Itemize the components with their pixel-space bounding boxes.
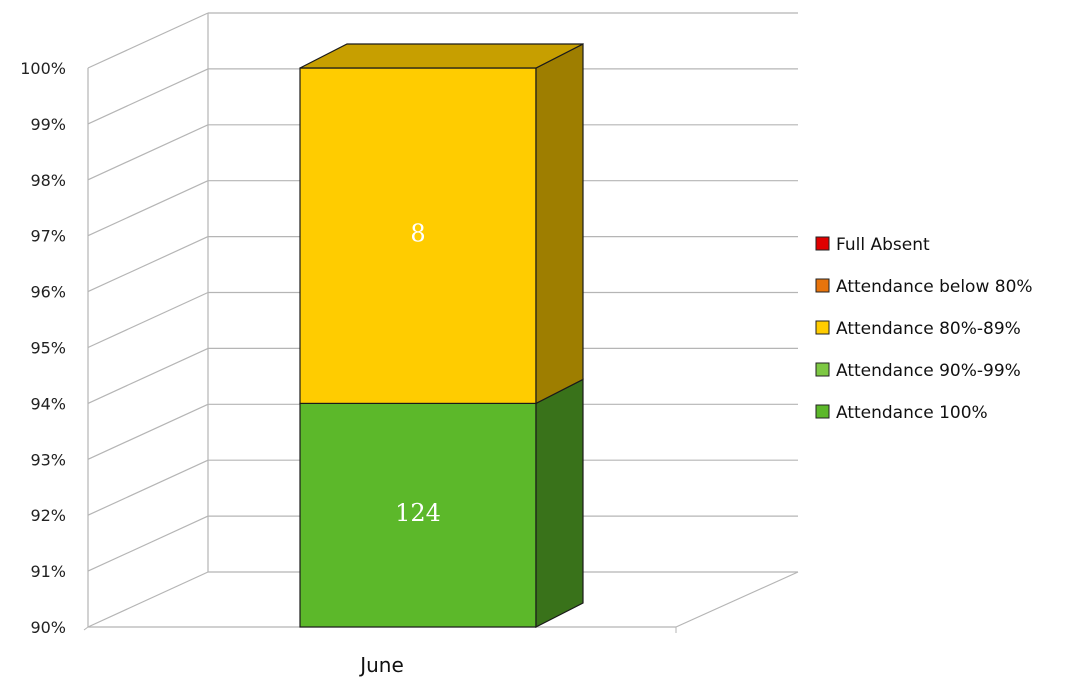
legend-label: Attendance 80%-89% xyxy=(836,319,1021,339)
y-tick-label: 90% xyxy=(30,618,66,637)
y-tick-label: 94% xyxy=(30,394,66,413)
legend-label: Attendance 100% xyxy=(836,403,988,423)
bar-top-face xyxy=(299,43,584,69)
y-tick-label: 100% xyxy=(20,59,66,78)
bar-front-attendance-100- xyxy=(299,402,537,628)
side-gridline xyxy=(87,124,209,181)
y-tick-label: 91% xyxy=(30,562,66,581)
axis-tick-mark xyxy=(83,626,89,631)
y-tick-label: 96% xyxy=(30,283,66,302)
y-tick-label: 93% xyxy=(30,450,66,469)
legend-label: Attendance below 80% xyxy=(836,277,1033,297)
side-gridline xyxy=(87,571,209,628)
legend: Full Absent Attendance below 80% Attendanc… xyxy=(815,235,1033,423)
data-label: 8 xyxy=(410,220,425,248)
bar-front-attendance-80-89- xyxy=(299,67,537,404)
side-gridline xyxy=(87,12,209,69)
side-gridline xyxy=(87,68,209,125)
legend-label: Attendance 90%-99% xyxy=(836,361,1021,381)
legend-swatch xyxy=(815,236,830,251)
side-gridline xyxy=(87,180,209,237)
legend-swatch xyxy=(815,278,830,293)
legend-swatch xyxy=(815,404,830,419)
y-tick-label: 98% xyxy=(30,171,66,190)
side-gridline xyxy=(87,347,209,404)
legend-swatch xyxy=(815,362,830,377)
floor-right-edge xyxy=(675,571,799,628)
y-tick-label: 97% xyxy=(30,227,66,246)
y-tick-label: 95% xyxy=(30,339,66,358)
y-axis-ticks: 90% 91% 92% 93% 94% 95% 96% 97% 98% 99% 100% xyxy=(20,59,66,637)
side-gridline xyxy=(87,459,209,516)
y-tick-label: 99% xyxy=(30,115,66,134)
y-tick-label: 92% xyxy=(30,506,66,525)
x-axis-ticks: June xyxy=(358,653,404,677)
data-labels: 124 8 xyxy=(395,220,441,528)
bar-stack xyxy=(299,43,584,628)
x-category-label: June xyxy=(358,653,404,677)
side-gridline xyxy=(87,291,209,349)
bar-side-face xyxy=(535,43,584,405)
legend-label: Full Absent xyxy=(836,235,930,255)
bar-side-face xyxy=(535,378,584,628)
side-gridline xyxy=(87,515,209,572)
legend-swatch xyxy=(815,320,830,335)
side-gridline xyxy=(87,403,209,460)
data-label: 124 xyxy=(395,499,441,527)
side-gridline xyxy=(87,236,209,293)
